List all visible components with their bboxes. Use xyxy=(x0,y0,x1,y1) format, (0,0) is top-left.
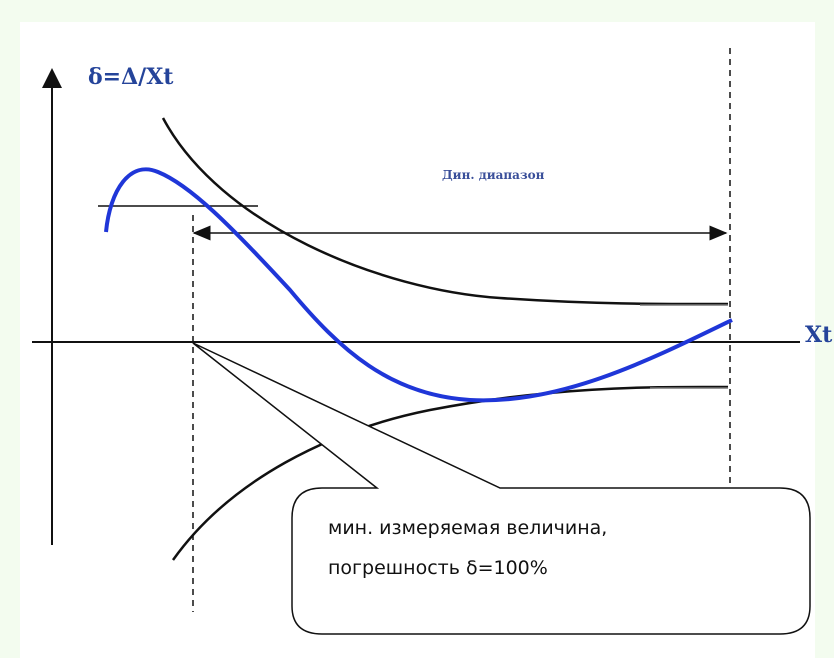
y-axis-label: δ=Δ/Xt xyxy=(88,64,174,90)
upper-error-bound-curve xyxy=(161,117,729,306)
callout-line-2: погрешность δ=100% xyxy=(328,557,548,579)
x-axis-label: Xt xyxy=(805,322,833,348)
error-curve xyxy=(104,167,733,403)
callout-bubble xyxy=(192,342,811,635)
callout-text: мин. измеряемая величина, погрешность δ=… xyxy=(328,508,648,588)
dynamic-range-label: Дин. диапазон xyxy=(442,168,545,182)
callout-line-1: мин. измеряемая величина, xyxy=(328,517,608,539)
